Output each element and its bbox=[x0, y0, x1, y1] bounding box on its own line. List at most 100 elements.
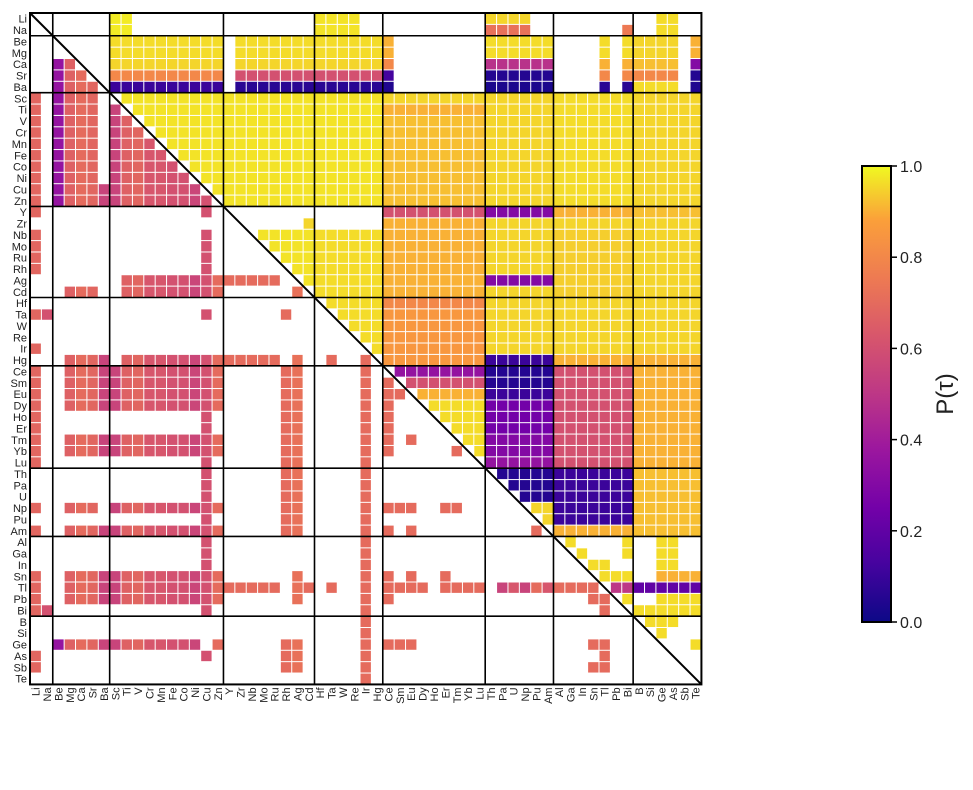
heatmap-cell-Tm-Mg bbox=[64, 434, 76, 445]
heatmap-cell-Y-Tm bbox=[451, 206, 462, 218]
heatmap-cell-Mg-Th bbox=[485, 47, 497, 59]
heatmap-cell-Ti-Ga bbox=[565, 104, 576, 115]
heatmap-cell-Ag-B bbox=[633, 275, 645, 286]
heatmap-cell-Ru-As bbox=[667, 252, 679, 263]
heatmap-cell-Ag-Np bbox=[519, 275, 531, 286]
y-tick-label-Cr: Cr bbox=[15, 127, 27, 139]
heatmap-cell-Sc-Mo bbox=[258, 93, 269, 104]
heatmap-cell-Pb-Ag bbox=[292, 593, 303, 605]
heatmap-cell-Tm-Sc bbox=[110, 434, 121, 445]
heatmap-cell-Re-Sm bbox=[394, 332, 406, 343]
heatmap-cell-Cr-Ni bbox=[189, 127, 201, 138]
heatmap-cell-Ti-Zn bbox=[212, 104, 223, 115]
x-tick-label-Yb: Yb bbox=[463, 687, 475, 700]
heatmap-cell-Pu-As bbox=[667, 514, 679, 525]
heatmap-cell-Y-Ce bbox=[383, 206, 394, 218]
heatmap-cell-Th-As bbox=[667, 468, 679, 480]
heatmap-cell-Ag-Ce bbox=[383, 275, 394, 286]
heatmap-cell-Zn-Sn bbox=[588, 195, 599, 206]
heatmap-cell-Hf-Dy bbox=[417, 298, 428, 309]
heatmap-cell-Pu-Tl bbox=[599, 514, 610, 525]
heatmap-cell-Nb-Pb bbox=[610, 229, 622, 241]
y-tick-label-Ti: Ti bbox=[18, 105, 27, 117]
heatmap-cell-Zn-Cd bbox=[303, 195, 314, 206]
heatmap-cell-Tl-Sn bbox=[588, 582, 599, 593]
heatmap-cell-Co-B bbox=[633, 161, 645, 172]
x-tick-label-Cr: Cr bbox=[144, 687, 156, 699]
heatmap-cell-Mg-Hg bbox=[371, 47, 383, 59]
heatmap-cell-Yb-V bbox=[132, 445, 144, 457]
heatmap-cell-Ti-Np bbox=[519, 104, 531, 115]
heatmap-cell-Cu-Pa bbox=[497, 184, 508, 195]
heatmap-cell-Am-Sr bbox=[87, 525, 98, 536]
heatmap-cell-Mn-Ag bbox=[292, 138, 303, 150]
heatmap-cell-Zr-Sn bbox=[588, 218, 599, 229]
heatmap-cell-Cu-Ga bbox=[565, 184, 576, 195]
heatmap-cell-Pa-Ga bbox=[565, 480, 576, 491]
heatmap-cell-Cu-Al bbox=[553, 184, 565, 195]
heatmap-cell-Pb-Ir bbox=[360, 593, 371, 605]
heatmap-cell-Eu-Te bbox=[690, 389, 701, 400]
heatmap-cell-Ni-Pb bbox=[610, 172, 622, 184]
heatmap-cell-Ce-Ca bbox=[76, 366, 87, 377]
heatmap-cell-U-B bbox=[633, 491, 645, 502]
heatmap-cell-Lu-Cu bbox=[201, 457, 212, 468]
heatmap-cell-Ru-Ta bbox=[326, 252, 337, 263]
heatmap-cell-Sc-B bbox=[633, 93, 645, 104]
heatmap-cell-Sr-Cu bbox=[201, 70, 212, 81]
heatmap-cell-Ni-Be bbox=[53, 172, 64, 184]
heatmap-cell-Ru-Am bbox=[542, 252, 553, 263]
heatmap-cell-Ir-Ge bbox=[656, 343, 667, 354]
heatmap-cell-Rh-Li bbox=[30, 263, 41, 275]
heatmap-cell-Tl-Te bbox=[690, 582, 701, 593]
heatmap-cell-Hf-Ga bbox=[565, 298, 576, 309]
heatmap-cell-Hf-Th bbox=[485, 298, 497, 309]
heatmap-cell-Tl-Pu bbox=[531, 582, 542, 593]
heatmap-cell-Ni-Tm bbox=[451, 172, 462, 184]
heatmap-cell-Ir-B bbox=[633, 343, 645, 354]
heatmap-cell-Sm-Sb bbox=[679, 377, 690, 389]
heatmap-cell-Ge-Mg bbox=[64, 639, 76, 650]
heatmap-cell-Hg-Tm bbox=[451, 354, 462, 366]
heatmap-cell-Ag-Ta bbox=[326, 275, 337, 286]
heatmap-cell-Zn-Mg bbox=[64, 195, 76, 206]
heatmap-cell-Th-Si bbox=[645, 468, 656, 480]
heatmap-cell-Ta-Yb bbox=[462, 309, 474, 320]
heatmap-cell-Mg-Fe bbox=[167, 47, 178, 59]
heatmap-cell-Cr-Cd bbox=[303, 127, 314, 138]
heatmap-cell-Ta-Tl bbox=[599, 309, 610, 320]
heatmap-cell-U-Si bbox=[645, 491, 656, 502]
x-tick-label-Zr: Zr bbox=[236, 687, 248, 698]
heatmap-cell-Bi-As bbox=[667, 605, 679, 616]
heatmap-cell-Mn-B bbox=[633, 138, 645, 150]
heatmap-cell-Ba-Am bbox=[542, 81, 553, 93]
heatmap-cell-Am-Te bbox=[690, 525, 701, 536]
heatmap-cell-Hf-Sb bbox=[679, 298, 690, 309]
heatmap-cell-Zn-Ta bbox=[326, 195, 337, 206]
heatmap-cell-Am-Sc bbox=[110, 525, 121, 536]
heatmap-cell-V-Ta bbox=[326, 115, 337, 127]
x-tick-label-Dy: Dy bbox=[418, 687, 430, 701]
heatmap-cell-Sn-Bi bbox=[622, 571, 633, 582]
heatmap-cell-W-Ga bbox=[565, 320, 576, 332]
y-tick-label-As: As bbox=[14, 651, 27, 663]
heatmap-cell-Ni-Ge bbox=[656, 172, 667, 184]
heatmap-cell-Lu-Pa bbox=[497, 457, 508, 468]
heatmap-cell-Sc-Ni bbox=[189, 93, 201, 104]
heatmap-cell-Am-Pb bbox=[610, 525, 622, 536]
heatmap-cell-Np-Ge bbox=[656, 502, 667, 514]
heatmap-cell-Sm-Er bbox=[440, 377, 451, 389]
heatmap-cell-Re-Yb bbox=[462, 332, 474, 343]
heatmap-cell-W-Sb bbox=[679, 320, 690, 332]
heatmap-cell-Sr-Pu bbox=[531, 70, 542, 81]
heatmap-cell-Ba-Te bbox=[690, 81, 701, 93]
heatmap-cell-Na-Bi bbox=[622, 24, 633, 36]
heatmap-cell-Eu-Si bbox=[645, 389, 656, 400]
heatmap-cell-Ba-Sc bbox=[110, 81, 121, 93]
x-tick-label-Am: Am bbox=[543, 687, 555, 704]
heatmap-cell-Sm-Fe bbox=[167, 377, 178, 389]
heatmap-cell-Li-Sc bbox=[110, 13, 121, 24]
heatmap-cell-Ba-Zr bbox=[235, 81, 246, 93]
heatmap-cell-Rh-Si bbox=[645, 263, 656, 275]
heatmap-cell-Cr-Zn bbox=[212, 127, 223, 138]
